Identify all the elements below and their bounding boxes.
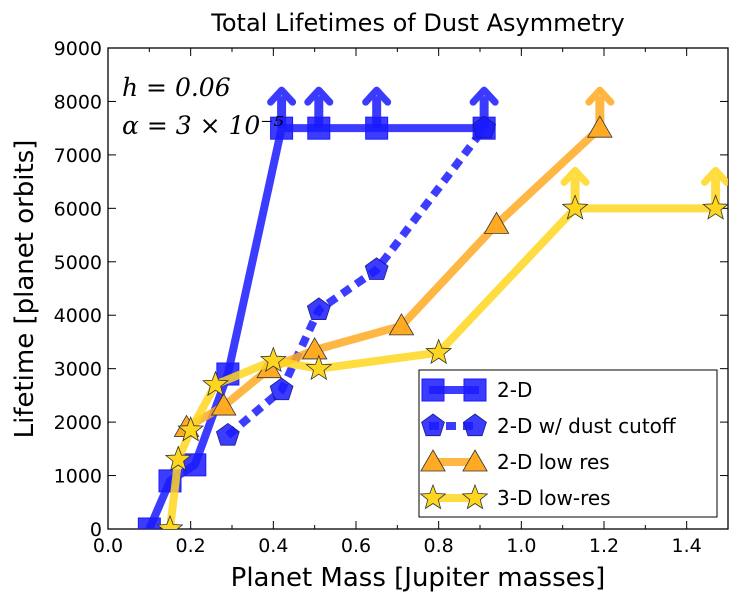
data-point [307, 116, 331, 140]
x-axis-title: Planet Mass [Jupiter masses] [231, 563, 606, 593]
x-tick-label: 0.8 [424, 535, 454, 557]
y-tick-label: 6000 [54, 198, 102, 220]
legend-marker [463, 378, 487, 402]
x-tick-label: 1.0 [506, 535, 536, 557]
x-tick-label: 1.4 [672, 535, 702, 557]
legend-label: 3-D low-res [497, 486, 611, 510]
data-point [365, 116, 389, 140]
data-point [215, 422, 240, 446]
annotations: h = 0.06 α = 3 × 10⁻⁵ [122, 73, 284, 140]
data-point [561, 194, 589, 220]
data-point [164, 445, 192, 471]
data-point [270, 116, 294, 140]
data-point [210, 393, 237, 416]
y-tick-label: 4000 [54, 305, 102, 327]
legend-marker [419, 483, 447, 510]
x-tick-label: 0.2 [176, 535, 206, 557]
legend: 2-D 2-D w/ dust cutoff 2-D low res 3-D low-… [418, 369, 718, 518]
legend-label: 2-D low res [497, 450, 610, 474]
x-tick-label: 0.6 [341, 535, 371, 557]
legend-entry: 2-D w/ dust cutoff [421, 413, 677, 438]
data-point [305, 354, 333, 381]
data-point [425, 338, 453, 365]
y-tick-label: 1000 [54, 466, 102, 488]
y-tick-label: 5000 [54, 252, 102, 274]
data-point [259, 346, 287, 373]
data-point [306, 297, 331, 320]
data-point [137, 517, 161, 529]
data-point [364, 257, 389, 280]
legend-marker [421, 413, 445, 437]
axes: 0.0 0.2 0.4 0.6 0.8 1.0 1.2 1.4 0 1000 2000 3000 400… [54, 38, 729, 557]
y-tick-label: 2000 [54, 412, 102, 434]
data-point [483, 211, 510, 234]
data-point [301, 337, 328, 360]
data-point [587, 115, 613, 138]
y-tick-label: 9000 [54, 38, 102, 60]
data-point [702, 194, 728, 220]
data-point [269, 377, 294, 401]
y-tick-label: 3000 [54, 359, 102, 381]
legend-label: 2-D w/ dust cutoff [497, 414, 677, 438]
data-point [202, 370, 229, 397]
y-tick-label: 7000 [54, 145, 102, 167]
legend-marker [421, 378, 445, 402]
y-tick-label: 0 [90, 519, 102, 541]
legend-entry: 3-D low-res [419, 483, 611, 510]
annotation-alpha: α = 3 × 10⁻⁵ [122, 111, 284, 140]
legend-marker [420, 449, 446, 472]
y-tick-label: 8000 [54, 91, 102, 113]
data-point [177, 415, 205, 442]
legend-label: 2-D [497, 378, 532, 402]
plot-area [137, 86, 728, 529]
legend-entry: 2-D [421, 378, 532, 402]
legend-marker [462, 449, 488, 472]
y-axis-title: Lifetime [planet orbits] [10, 140, 40, 439]
legend-marker [463, 413, 487, 437]
legend-entry: 2-D low res [420, 449, 610, 474]
legend-marker [461, 483, 489, 510]
data-point [388, 313, 415, 336]
x-tick-label: 0.0 [93, 535, 123, 557]
plot-frame [107, 47, 729, 530]
data-point [156, 514, 184, 529]
annotation-h: h = 0.06 [122, 73, 231, 102]
series-3-d-low-res [156, 166, 728, 529]
x-tick-label: 1.2 [589, 535, 619, 557]
x-tick-label: 0.4 [258, 535, 288, 557]
data-point [472, 115, 497, 139]
series-2-d-w-dust-cutoff [215, 115, 497, 446]
chart-title: Total Lifetimes of Dust Asymmetry [210, 9, 624, 37]
